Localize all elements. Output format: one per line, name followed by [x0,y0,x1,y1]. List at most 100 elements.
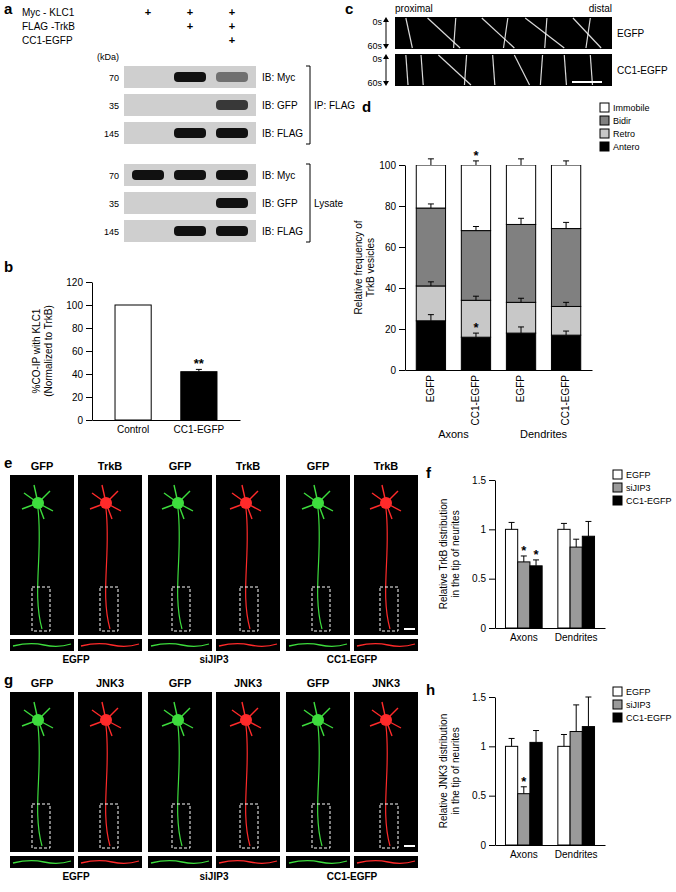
micrograph [354,692,418,852]
soma [172,714,184,726]
error-stem [511,738,512,746]
kymo-track [438,55,471,85]
roi-box [240,587,258,631]
error-cap [518,158,524,159]
ib-label: IB: GFP [262,100,298,111]
tick-label: Control [117,424,149,435]
roi-box [100,587,118,631]
bar [115,305,151,420]
bar [551,335,580,370]
y-tick: 100 [66,300,92,311]
kda-label: 35 [109,101,119,111]
error-cap [428,158,434,159]
kymo-label: EGFP [617,28,645,39]
tick-mark [489,697,495,698]
error-cap [428,314,434,315]
error-bar [585,697,591,727]
time-label: 60s [367,41,382,51]
y-tick: 40 [385,283,405,294]
inset-strip [78,856,142,868]
error-bar [585,521,591,536]
roi-box [32,804,50,848]
roi-box [312,587,330,631]
error-stem [430,159,431,165]
tick-label: 80 [385,201,397,212]
band [132,128,164,138]
bracket [306,164,310,242]
x-axis: EGFPCC1-EGFPEGFPCC1-EGFP [406,370,593,426]
bar [461,165,490,231]
bar [506,333,535,370]
legend-swatch [600,129,609,138]
kda-label: 70 [109,73,119,83]
axon [318,509,322,629]
legend-swatch [613,713,622,722]
arrow-head [383,54,389,59]
channel-label: JNK3 [372,677,400,689]
inset-neurite [357,644,415,647]
micrograph [10,692,74,852]
x-tick: CC1-EGFP [470,370,481,426]
roi-box [380,804,398,848]
legend: EGFPsiJIP3CC1-EGFP [613,470,672,506]
tick-label: EGFP [425,375,436,403]
legend-label: CC1-EGFP [626,496,672,506]
tick-mark [86,351,92,352]
section-label: Lysate [314,198,344,209]
time-label: 0s [372,54,382,64]
kymo-track [586,18,590,48]
roi-box [240,804,258,848]
panel-label: e [4,454,12,471]
band [216,72,248,82]
kymo-label: CC1-EGFP [617,65,668,76]
inset-strip [354,639,418,651]
x-axis: ControlCC1-EGFP [93,420,241,435]
tick-label: 20 [385,324,397,335]
error-stem [588,697,589,727]
blot-strip [124,220,256,242]
time-label: 0s [372,17,382,27]
chart: h00.511.5AxonsDendritesRelative JNK3 dis… [426,681,672,860]
tick-label: 80 [72,323,84,334]
error-bar [573,705,579,732]
inset-neurite [357,861,415,864]
error-bar [509,738,515,746]
arrow-head [383,17,389,22]
tick-label: 0 [480,623,486,634]
tick-label: 0.5 [472,573,486,584]
soma [380,497,392,509]
error-bar [518,159,524,165]
band [132,100,164,110]
y-tick: 1.5 [472,692,495,703]
error-cap [509,738,515,739]
inset-neurite [13,644,71,647]
tick-mark [399,247,405,248]
band [132,170,164,180]
error-cap [563,160,569,161]
panel-label: h [426,681,435,698]
bar [530,742,542,845]
soma [32,714,44,726]
plot-area [505,529,594,628]
tick-label: 1 [480,524,486,535]
error-stem [521,298,522,302]
y-tick: 1 [480,524,495,535]
channel-label: GFP [307,460,330,472]
y-tick: 20 [72,392,92,403]
axis-title: in the tip of neurites [450,727,461,814]
error-cap [428,203,434,204]
axon [38,509,42,629]
tick-label: 100 [379,160,396,171]
y-tick: 1 [480,741,495,752]
y-axis: 00.511.5 [472,692,495,851]
kymo-track [545,18,547,48]
micrograph [286,475,350,635]
soma [240,497,252,509]
micrograph [216,692,280,852]
axon [178,509,182,629]
channel-label: TrkB [374,460,399,472]
axis-line [496,845,606,846]
kymograph [395,54,612,86]
channel-label: TrkB [236,460,261,472]
soma [32,497,44,509]
